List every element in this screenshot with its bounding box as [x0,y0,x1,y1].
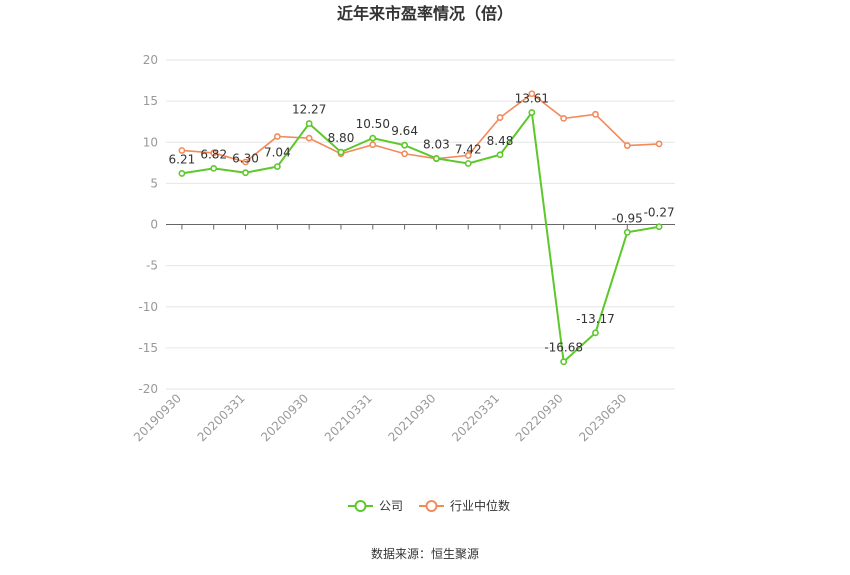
series-group [178,90,663,366]
data-label: 7.42 [455,142,482,156]
data-label: 6.82 [200,147,227,161]
chart-title: 近年来市盈率情况（倍） [337,4,513,23]
data-label: -0.27 [644,206,675,220]
y-tick-label: -20 [138,382,158,396]
data-label: -0.95 [612,211,643,225]
data-point [560,358,568,366]
data-point [528,90,536,98]
data-point [210,149,218,157]
data-label: 9.64 [391,124,418,138]
data-point [401,141,408,149]
data-label: 8.03 [423,137,450,151]
data-label: 10.50 [356,117,390,131]
x-tick-label: 20210331 [322,391,375,444]
y-tick-label: 5 [150,176,158,190]
legend-marker [425,500,438,512]
y-tick-label: 0 [150,218,158,232]
data-point [178,170,186,177]
data-point [273,163,281,170]
x-tick-label: 20200930 [258,391,311,444]
data-point [273,133,281,140]
data-point [655,223,663,231]
x-tick-label: 20220331 [449,391,502,444]
data-point [623,142,631,149]
data-label: -16.68 [544,341,583,355]
data-label: -13.17 [576,312,615,326]
data-point [496,114,504,121]
y-tick-label: -15 [138,341,158,355]
data-label: 6.30 [232,152,259,166]
data-label: 13.61 [515,92,549,106]
data-point [178,147,186,154]
legend-marker [354,500,367,512]
legend: 公司 行业中位数 [348,498,510,513]
data-label: 6.21 [169,152,196,166]
data-point [242,158,249,166]
legend-item-industry-median[interactable]: 行业中位数 [419,498,510,513]
data-point [655,140,663,148]
data-point [337,148,345,156]
y-tick-label: 15 [143,94,158,108]
data-point [242,169,249,177]
data-label: 8.80 [328,131,355,145]
data-label: 7.04 [264,146,291,160]
legend-label: 行业中位数 [450,498,510,513]
data-point [210,165,218,172]
series-line-company [181,109,660,364]
y-tick-label: 10 [143,135,158,149]
legend-label: 公司 [379,499,403,513]
data-point [433,155,440,162]
series-line-industry-median [181,92,660,163]
x-tick-label: 20190930 [131,391,184,444]
y-tick-label: -10 [138,300,158,314]
grid-lines [166,59,675,390]
data-point [305,134,313,142]
source-note: 数据来源：恒生聚源 [371,546,479,561]
y-axis: 20 15 10 5 0 -5 -10 -15 -20 [138,53,158,396]
x-tick-label: 20200331 [195,391,248,444]
data-point [464,152,472,159]
x-tick-label: 20220930 [513,391,566,444]
data-point [496,151,504,159]
x-tick-label: 20210930 [385,391,438,444]
data-point [560,114,568,122]
y-tick-label: -5 [146,259,158,273]
data-point [592,110,599,118]
data-point [592,329,599,337]
data-point [528,109,536,116]
data-point [401,150,408,158]
data-point [305,120,313,127]
data-point [369,141,377,149]
data-label: 8.48 [487,134,514,148]
data-point [623,228,631,236]
data-point [464,160,472,167]
data-label: 12.27 [292,103,326,117]
y-tick-label: 20 [143,53,158,67]
data-point [369,134,377,142]
legend-item-company[interactable]: 公司 [348,499,403,513]
x-tick-label: 20230630 [576,391,629,444]
